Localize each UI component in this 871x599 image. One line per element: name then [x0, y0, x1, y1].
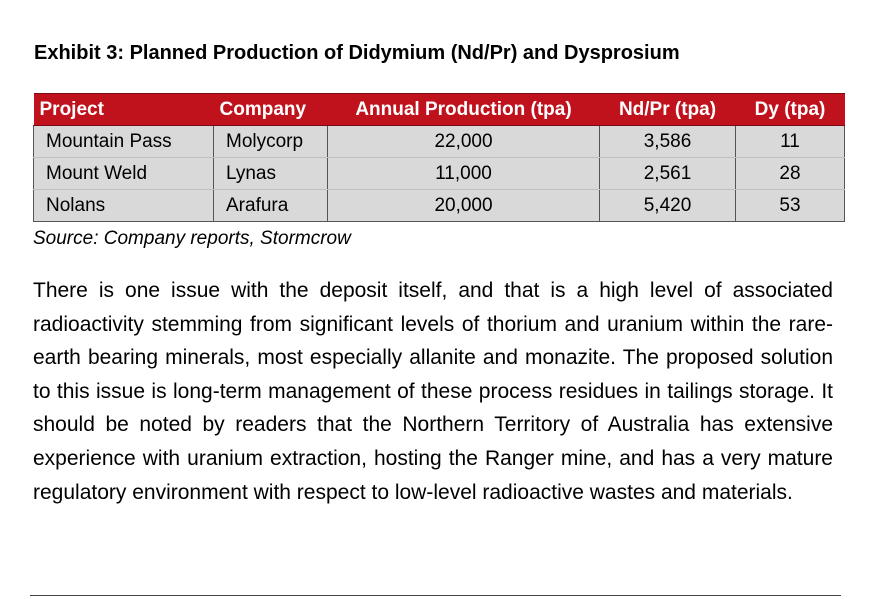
cell-nd-pr: 3,586 [599, 125, 736, 158]
footer-divider [30, 595, 841, 596]
cell-annual-production: 20,000 [327, 189, 600, 222]
header-project: Project [33, 93, 214, 126]
cell-project: Mount Weld [33, 157, 214, 190]
cell-nd-pr: 2,561 [599, 157, 736, 190]
table-row: Mount Weld Lynas 11,000 2,561 28 [33, 157, 845, 190]
cell-annual-production: 11,000 [327, 157, 600, 190]
production-table: Project Company Annual Production (tpa) … [33, 93, 845, 222]
cell-dy: 11 [735, 125, 845, 158]
body-paragraph: There is one issue with the deposit itse… [33, 279, 833, 504]
cell-project: Nolans [33, 189, 214, 222]
cell-dy: 53 [735, 189, 845, 222]
cell-company: Arafura [213, 189, 328, 222]
header-company: Company [213, 93, 328, 126]
cell-company: Lynas [213, 157, 328, 190]
cell-company: Molycorp [213, 125, 328, 158]
table-row: Mountain Pass Molycorp 22,000 3,586 11 [33, 125, 845, 158]
cell-project: Mountain Pass [33, 125, 214, 158]
table-row: Nolans Arafura 20,000 5,420 53 [33, 189, 845, 222]
cell-annual-production: 22,000 [327, 125, 600, 158]
header-annual-production: Annual Production (tpa) [327, 93, 600, 126]
exhibit-title: Exhibit 3: Planned Production of Didymiu… [34, 42, 680, 64]
header-dy: Dy (tpa) [735, 93, 845, 126]
cell-dy: 28 [735, 157, 845, 190]
header-nd-pr: Nd/Pr (tpa) [599, 93, 736, 126]
cell-nd-pr: 5,420 [599, 189, 736, 222]
source-note: Source: Company reports, Stormcrow [33, 228, 351, 249]
table-header-row: Project Company Annual Production (tpa) … [33, 93, 845, 126]
